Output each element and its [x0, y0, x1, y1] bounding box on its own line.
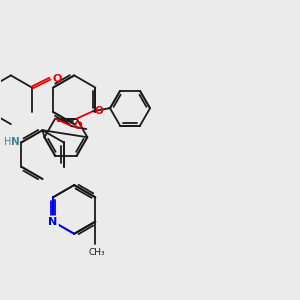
Text: O: O — [52, 74, 62, 84]
Text: H: H — [4, 137, 11, 147]
Text: CH₃: CH₃ — [88, 248, 105, 257]
Text: O: O — [94, 106, 103, 116]
Text: N: N — [11, 137, 20, 147]
Text: N: N — [49, 217, 58, 226]
Text: O: O — [73, 121, 82, 131]
